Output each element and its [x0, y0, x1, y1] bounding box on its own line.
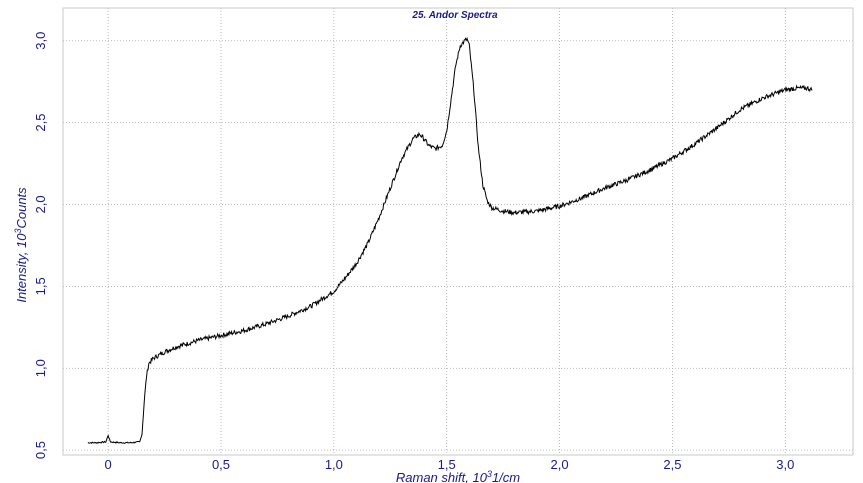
x-tick-label: 0: [105, 457, 112, 472]
y-tick-label: 2,0: [33, 195, 48, 213]
y-tick-label: 1,5: [33, 277, 48, 295]
y-axis-label-unit: Counts: [14, 187, 29, 229]
x-tick-label: 2,5: [663, 457, 681, 472]
y-tick-label: 3,0: [33, 32, 48, 50]
grid: [63, 8, 853, 455]
y-axis-label-text: Intensity, 10: [14, 233, 29, 303]
x-tick-label: 0,5: [212, 457, 230, 472]
series-line: [87, 36, 813, 445]
y-tick-label: 0,5: [33, 441, 48, 459]
x-axis-label-unit: 1/cm: [492, 470, 520, 483]
x-tick-label: 1,0: [325, 457, 343, 472]
x-tick-label: 2,0: [551, 457, 569, 472]
x-axis-label-sup: 3: [487, 469, 492, 479]
y-axis-label-sup: 3: [13, 229, 23, 234]
chart-title: 25. Andor Spectra: [411, 10, 498, 21]
y-tick-label: 1,0: [33, 359, 48, 377]
plot-frame: [62, 7, 854, 456]
x-tick-label: 3,0: [776, 457, 794, 472]
y-axis-label: Intensity, 103Counts: [13, 187, 29, 303]
x-axis-label: Raman shift, 1031/cm: [396, 469, 520, 483]
x-tick-label: 1,5: [438, 457, 456, 472]
y-tick-label: 2,5: [33, 114, 48, 132]
x-axis-label-text: Raman shift, 10: [396, 470, 488, 483]
tick-labels: 0 0,5 1,0 1,5 2,0 2,5 3,0 0,5 1,0 1,5 2,0 2,5 3,0: [33, 32, 794, 472]
